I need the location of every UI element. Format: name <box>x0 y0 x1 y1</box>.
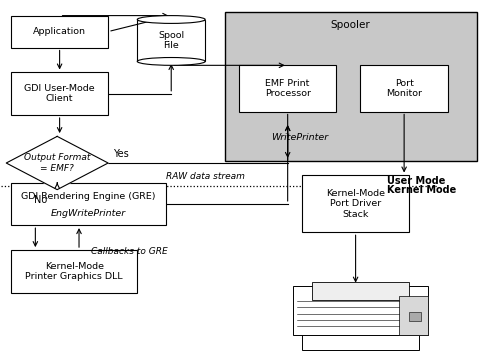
Polygon shape <box>6 136 108 190</box>
Text: EMF Print
Processor: EMF Print Processor <box>264 79 311 98</box>
FancyBboxPatch shape <box>409 312 421 321</box>
Text: Spool
File: Spool File <box>158 31 184 50</box>
Text: Application: Application <box>33 27 86 36</box>
Text: Spooler: Spooler <box>331 20 370 30</box>
FancyBboxPatch shape <box>399 296 428 335</box>
FancyBboxPatch shape <box>302 175 409 232</box>
Text: WritePrinter: WritePrinter <box>271 133 328 142</box>
FancyBboxPatch shape <box>11 72 108 115</box>
FancyBboxPatch shape <box>239 65 336 111</box>
Text: Kernel Mode: Kernel Mode <box>387 185 456 195</box>
Text: No: No <box>34 195 47 205</box>
FancyBboxPatch shape <box>11 183 166 225</box>
Text: Kernel-Mode
Port Driver
Stack: Kernel-Mode Port Driver Stack <box>326 189 385 219</box>
Text: User Mode: User Mode <box>387 176 446 186</box>
FancyBboxPatch shape <box>302 332 419 349</box>
FancyBboxPatch shape <box>312 282 409 300</box>
FancyBboxPatch shape <box>292 286 428 335</box>
Text: Output Format
= EMF?: Output Format = EMF? <box>24 153 90 173</box>
Text: EngWritePrinter: EngWritePrinter <box>51 209 126 218</box>
Text: Kernel-Mode
Printer Graphics DLL: Kernel-Mode Printer Graphics DLL <box>25 262 123 281</box>
FancyBboxPatch shape <box>224 12 477 161</box>
FancyBboxPatch shape <box>11 250 137 293</box>
FancyBboxPatch shape <box>137 19 205 62</box>
Text: GDI User-Mode
Client: GDI User-Mode Client <box>24 84 95 103</box>
FancyBboxPatch shape <box>11 16 108 48</box>
Text: RAW data stream: RAW data stream <box>166 171 245 181</box>
Ellipse shape <box>137 58 205 65</box>
FancyBboxPatch shape <box>361 65 448 111</box>
Text: Callbacks to GRE: Callbacks to GRE <box>91 247 168 256</box>
Text: Yes: Yes <box>113 149 129 159</box>
Text: GDI Rendering Engine (GRE): GDI Rendering Engine (GRE) <box>21 192 156 201</box>
Text: Port
Monitor: Port Monitor <box>386 79 422 98</box>
Ellipse shape <box>137 16 205 23</box>
